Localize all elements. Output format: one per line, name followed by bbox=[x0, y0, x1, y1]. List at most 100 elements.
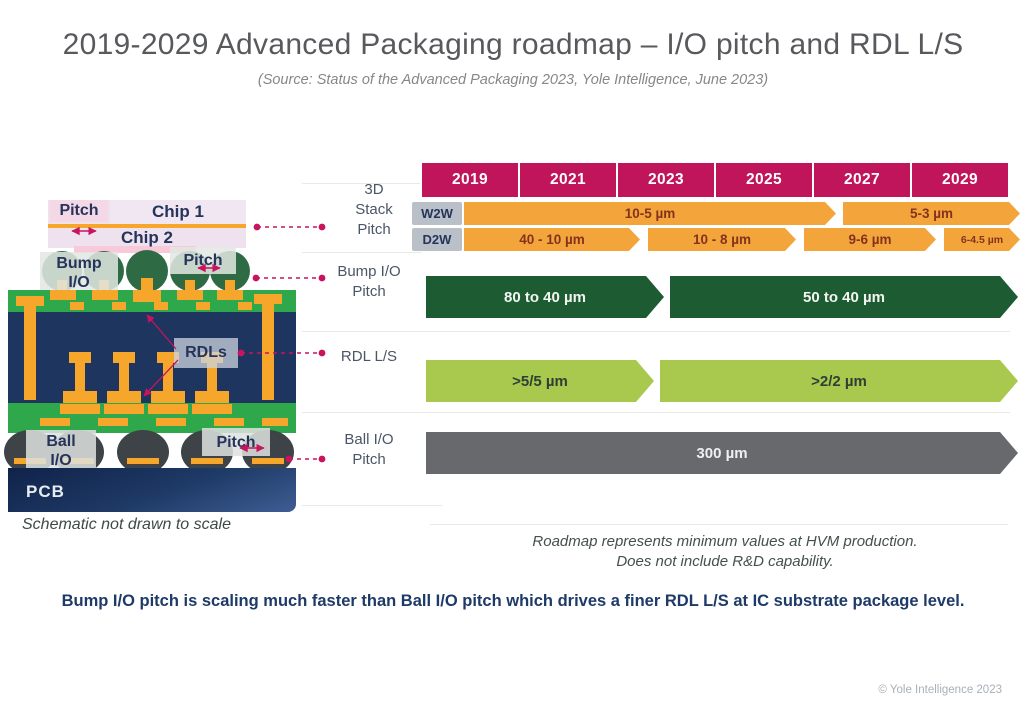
t-via-stem bbox=[207, 361, 217, 393]
row-label-stack: 3D Stack Pitch bbox=[328, 180, 420, 240]
chip-pitch-box bbox=[50, 200, 108, 222]
d2w-segment-4: 6-4.5 µm bbox=[944, 228, 1020, 251]
inner-pad bbox=[238, 302, 252, 310]
ball-io-label-line2: I/O bbox=[50, 452, 72, 469]
bump-pitch-label-box: Pitch bbox=[170, 247, 236, 274]
through-via bbox=[24, 298, 36, 400]
bump-pitch-label: Pitch bbox=[183, 252, 223, 269]
note-divider bbox=[430, 524, 1008, 525]
t-via-stem bbox=[163, 361, 173, 393]
bottom-pad bbox=[148, 404, 188, 414]
schematic-caption: Schematic not drawn to scale bbox=[22, 516, 231, 533]
top-pad bbox=[50, 290, 76, 300]
divider bbox=[302, 183, 420, 184]
bottom-pad-low bbox=[156, 418, 186, 426]
w2w-segment-1: 10-5 µm bbox=[464, 202, 836, 225]
chip1-body bbox=[110, 200, 246, 224]
w2w-tag: W2W bbox=[412, 202, 462, 225]
bump-io-label-line1: Bump bbox=[56, 255, 102, 272]
d2w-segment-1: 40 - 10 µm bbox=[464, 228, 640, 251]
divider bbox=[302, 331, 1010, 332]
inner-pad bbox=[70, 302, 84, 310]
rdl-segment-2: >2/2 µm bbox=[660, 360, 1018, 402]
row-label-stack-line1: 3D bbox=[364, 181, 384, 198]
t-via-foot bbox=[63, 391, 97, 403]
row-label-bump-line1: Bump I/O bbox=[337, 263, 401, 280]
t-via-cap bbox=[157, 352, 179, 363]
top-pad bbox=[177, 290, 203, 300]
chip-bond-line bbox=[48, 224, 246, 228]
pcb-block bbox=[8, 468, 296, 512]
ball-io-label-line1: Ball bbox=[46, 433, 76, 450]
d2w-tag: D2W bbox=[412, 228, 462, 251]
row-label-ball: Ball I/O Pitch bbox=[318, 430, 420, 470]
roadmap-note-line2: Does not include R&D capability. bbox=[616, 553, 834, 570]
bump-segment-2: 50 to 40 µm bbox=[670, 276, 1018, 318]
chip1-label: Chip 1 bbox=[152, 202, 204, 221]
year-2021: 2021 bbox=[518, 163, 616, 197]
chip-pitch-label: Pitch bbox=[59, 202, 99, 219]
year-2023: 2023 bbox=[616, 163, 714, 197]
bga-ball bbox=[117, 430, 169, 474]
ball-io-label-box: Ball I/O bbox=[26, 430, 96, 472]
d2w-segment-2: 10 - 8 µm bbox=[648, 228, 796, 251]
row-label-bump-line2: Pitch bbox=[352, 283, 386, 300]
year-2027: 2027 bbox=[812, 163, 910, 197]
bump-stub bbox=[185, 280, 195, 292]
row-label-stack-line2: Stack bbox=[355, 201, 393, 218]
bottom-pad bbox=[192, 404, 232, 414]
ball-pad bbox=[127, 458, 159, 464]
w2w-segment-2: 5-3 µm bbox=[843, 202, 1020, 225]
top-pad bbox=[217, 290, 243, 300]
bump-stub bbox=[225, 280, 235, 292]
t-via-stem bbox=[119, 361, 129, 393]
top-pad bbox=[92, 290, 118, 300]
t-via-cap bbox=[113, 352, 135, 363]
t-via-cap bbox=[69, 352, 91, 363]
top-pad bbox=[133, 290, 161, 302]
bottom-pad-low bbox=[262, 418, 288, 426]
chip2-label: Chip 2 bbox=[121, 228, 173, 247]
t-via-stem bbox=[75, 361, 85, 393]
bottom-pad-low bbox=[98, 418, 128, 426]
rdls-label-box: RDLs bbox=[174, 338, 238, 368]
pcb-label: PCB bbox=[26, 482, 65, 501]
year-2019: 2019 bbox=[451, 171, 489, 188]
inner-pad bbox=[196, 302, 210, 310]
bump-stub bbox=[141, 278, 153, 292]
rdl-segment-1: >5/5 µm bbox=[426, 360, 654, 402]
divider bbox=[302, 252, 422, 253]
bump-io-label-line2: I/O bbox=[68, 274, 90, 291]
rdl-body bbox=[8, 312, 296, 403]
row-label-ball-line1: Ball I/O bbox=[344, 431, 394, 448]
bump-segment-1: 80 to 40 µm bbox=[426, 276, 664, 318]
t-via-foot bbox=[195, 391, 229, 403]
page-title: 2019-2029 Advanced Packaging roadmap – I… bbox=[62, 28, 964, 61]
bottom-pad-low bbox=[40, 418, 70, 426]
divider bbox=[302, 412, 1010, 413]
page-subtitle: (Source: Status of the Advanced Packagin… bbox=[257, 72, 769, 88]
bump-io-label-box: Bump I/O bbox=[40, 252, 118, 294]
copyright: © Yole Intelligence 2023 bbox=[878, 684, 1002, 696]
ball-segment-1: 300 µm bbox=[426, 432, 1018, 474]
row-label-ball-line2: Pitch bbox=[352, 451, 386, 468]
roadmap-note-line1: Roadmap represents minimum values at HVM… bbox=[532, 533, 918, 550]
bottom-pad bbox=[60, 404, 100, 414]
ball-pitch-label-box: Pitch bbox=[202, 428, 270, 456]
divider bbox=[302, 505, 442, 506]
inner-pad bbox=[154, 302, 168, 310]
row-label-bump: Bump I/O Pitch bbox=[318, 262, 420, 302]
t-via-foot bbox=[151, 391, 185, 403]
key-takeaway: Bump I/O pitch is scaling much faster th… bbox=[61, 592, 965, 610]
bottom-pad-low bbox=[214, 418, 244, 426]
row-label-stack-line3: Pitch bbox=[357, 221, 391, 238]
d2w-segment-3: 9-6 µm bbox=[804, 228, 936, 251]
ball-pad bbox=[191, 458, 223, 464]
inner-pad bbox=[112, 302, 126, 310]
year-header: 2019 2021 2023 2025 2027 2029 bbox=[422, 163, 1008, 197]
roadmap-note: Roadmap represents minimum values at HVM… bbox=[440, 532, 1010, 572]
year-2029: 2029 bbox=[910, 163, 1008, 197]
row-label-rdl: RDL L/S bbox=[340, 348, 398, 365]
bottom-pad bbox=[104, 404, 144, 414]
